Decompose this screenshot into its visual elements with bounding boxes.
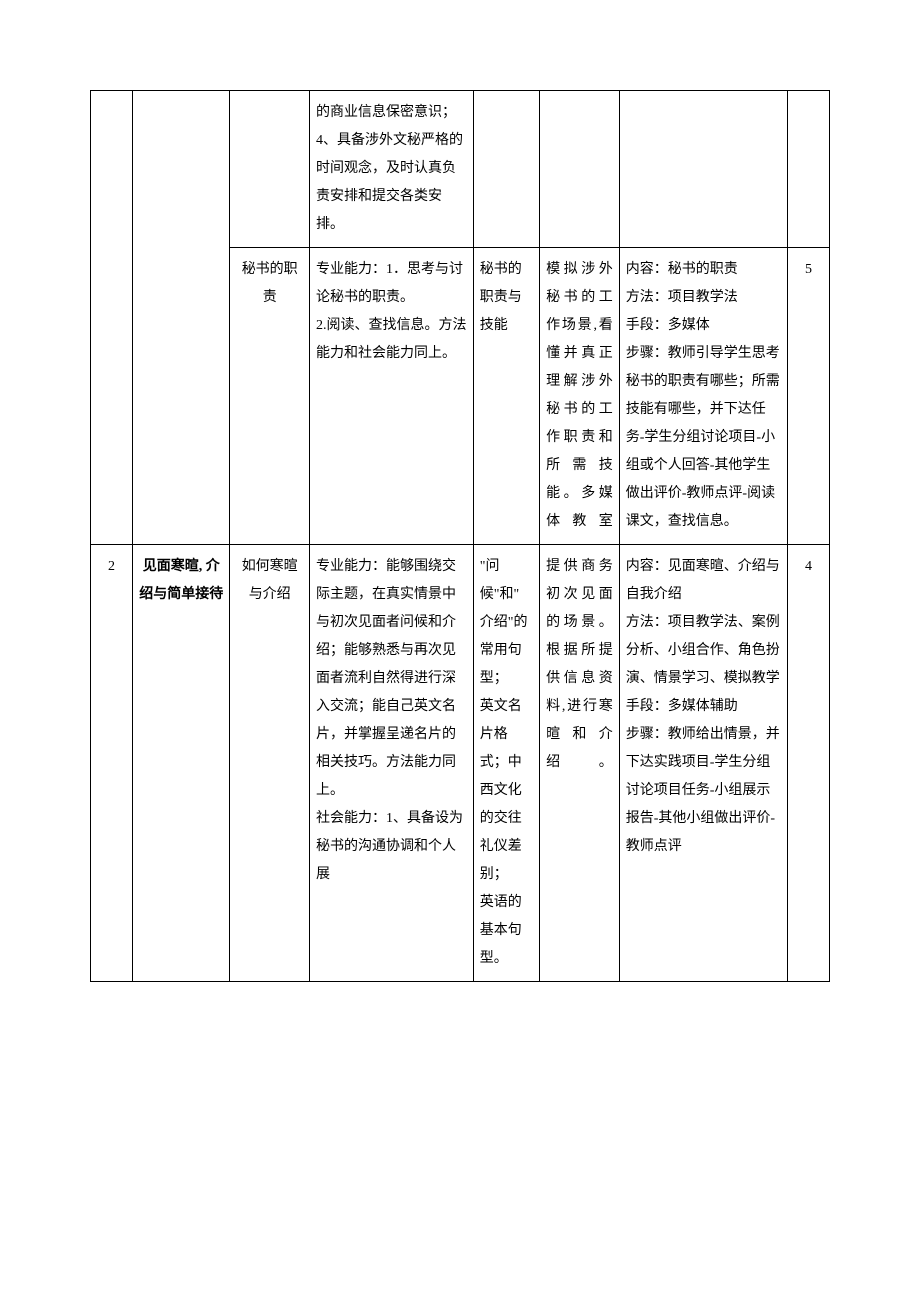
cell-knowledge: 秘书的职责与技能 (473, 248, 539, 545)
cell-ability: 专业能力：1．思考与讨论秘书的职责。2.阅读、查找信息。方法能力和社会能力同上。 (310, 248, 474, 545)
cell-hours: 4 (787, 545, 829, 982)
cell-sub (230, 91, 310, 248)
cell-knowledge (473, 91, 539, 248)
cell-ability: 专业能力：能够围绕交际主题，在真实情景中与初次见面者问候和介绍；能够熟悉与再次见… (310, 545, 474, 982)
cell-knowledge: "问候"和"介绍"的常用句型；英文名片格式；中西文化的交往礼仪差别；英语的基本句… (473, 545, 539, 982)
cell-hours (787, 91, 829, 248)
cell-scenario: 提供商务初次见面的场景。根据所提供信息资料,进行寒暄和介绍。 (540, 545, 620, 982)
cell-hours: 5 (787, 248, 829, 545)
cell-method: 内容：见面寒暄、介绍与自我介绍方法：项目教学法、案例分析、小组合作、角色扮演、情… (619, 545, 787, 982)
table-row: 2 见面寒暄, 介绍与简单接待 如何寒暄与介绍 专业能力：能够围绕交际主题，在真… (91, 545, 830, 982)
cell-method: 内容：秘书的职责方法：项目教学法手段：多媒体步骤：教师引导学生思考秘书的职责有哪… (619, 248, 787, 545)
cell-method (619, 91, 787, 248)
cell-sub: 如何寒暄与介绍 (230, 545, 310, 982)
cell-sub: 秘书的职责 (230, 248, 310, 545)
cell-topic (133, 91, 230, 545)
cell-topic: 见面寒暄, 介绍与简单接待 (133, 545, 230, 982)
cell-num: 2 (91, 545, 133, 982)
cell-num (91, 91, 133, 545)
cell-scenario (540, 91, 620, 248)
cell-ability: 的商业信息保密意识；4、具备涉外文秘严格的时间观念，及时认真负责安排和提交各类安… (310, 91, 474, 248)
table-row: 的商业信息保密意识；4、具备涉外文秘严格的时间观念，及时认真负责安排和提交各类安… (91, 91, 830, 248)
curriculum-table: 的商业信息保密意识；4、具备涉外文秘严格的时间观念，及时认真负责安排和提交各类安… (90, 90, 830, 982)
cell-scenario: 模拟涉外秘书的工作场景,看懂并真正理解涉外秘书的工作职责和所需技能。多媒体教室 (540, 248, 620, 545)
